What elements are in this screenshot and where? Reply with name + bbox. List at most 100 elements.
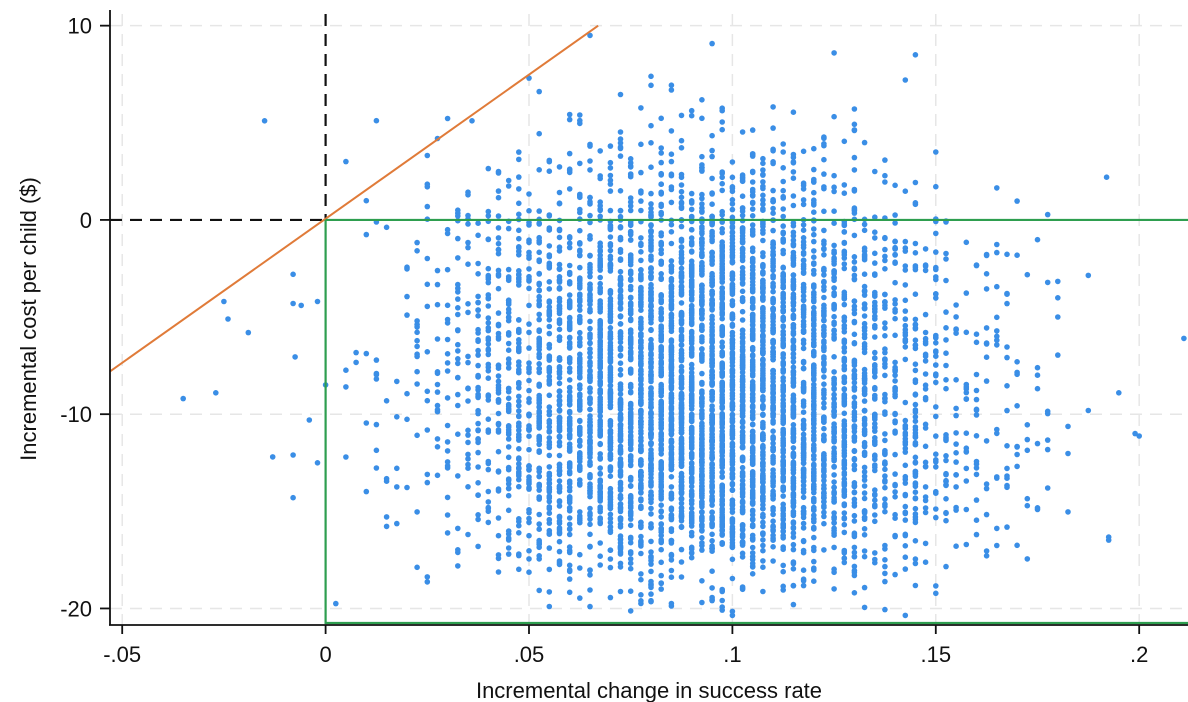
data-point	[699, 487, 705, 494]
data-point	[933, 514, 939, 521]
data-point	[912, 459, 919, 466]
data-point	[607, 367, 614, 373]
data-point	[811, 468, 817, 475]
data-point	[1024, 436, 1031, 443]
data-point	[912, 538, 919, 544]
data-point	[485, 295, 492, 302]
data-point	[892, 387, 898, 393]
data-point	[587, 446, 593, 452]
data-point	[872, 313, 878, 320]
data-point	[577, 565, 583, 571]
data-point	[800, 417, 807, 424]
data-point	[475, 220, 481, 226]
data-point	[770, 148, 776, 154]
data-points	[180, 32, 1187, 619]
data-point	[821, 272, 827, 278]
data-point	[841, 138, 848, 145]
data-point	[861, 443, 868, 450]
data-point	[658, 484, 664, 490]
data-point	[699, 351, 705, 357]
data-point	[739, 403, 746, 410]
data-point	[912, 337, 919, 344]
data-point	[882, 508, 888, 515]
data-point	[485, 347, 492, 354]
data-point	[841, 486, 848, 493]
data-point	[668, 151, 675, 157]
data-point	[577, 451, 583, 457]
data-point	[994, 333, 1000, 340]
data-point	[424, 574, 431, 580]
data-point	[668, 240, 675, 247]
data-point	[658, 310, 664, 317]
data-point	[882, 451, 888, 458]
data-point	[526, 548, 532, 554]
data-point	[658, 250, 664, 257]
data-point	[688, 544, 695, 551]
data-point	[749, 127, 756, 133]
data-point	[861, 532, 868, 538]
data-point	[566, 369, 573, 375]
data-point	[536, 369, 542, 376]
data-point	[719, 244, 725, 250]
data-point	[414, 381, 420, 387]
data-point	[678, 182, 685, 188]
data-point	[607, 347, 614, 354]
data-point	[739, 376, 746, 382]
data-point	[444, 422, 451, 429]
data-point	[943, 377, 949, 383]
data-point	[475, 338, 481, 345]
data-point	[526, 191, 532, 197]
data-point	[678, 223, 685, 230]
data-point	[678, 259, 685, 265]
data-point	[607, 172, 614, 179]
data-point	[1034, 372, 1041, 379]
data-point	[526, 515, 532, 522]
data-point	[709, 546, 715, 552]
data-point	[465, 451, 471, 458]
data-point	[892, 393, 898, 400]
data-point	[638, 207, 644, 214]
data-point	[770, 473, 776, 480]
data-point	[658, 346, 664, 353]
data-point	[516, 446, 522, 452]
data-point	[912, 240, 919, 247]
data-point	[546, 545, 553, 551]
data-point	[566, 169, 573, 176]
data-point	[516, 149, 522, 155]
data-point	[699, 201, 705, 207]
data-point	[566, 299, 573, 305]
data-point	[444, 439, 451, 445]
data-point	[455, 289, 461, 295]
data-point	[892, 279, 898, 286]
data-point	[790, 295, 797, 301]
data-point	[577, 418, 583, 425]
data-point	[739, 327, 746, 334]
data-point	[678, 400, 685, 406]
data-point	[851, 154, 858, 161]
data-point	[597, 562, 603, 568]
data-point	[465, 456, 471, 462]
data-point	[831, 520, 837, 526]
data-point	[821, 360, 827, 367]
data-point	[658, 532, 664, 539]
data-point	[566, 377, 573, 383]
data-point	[556, 503, 563, 509]
data-point	[902, 399, 909, 406]
data-point	[902, 282, 909, 288]
data-point	[953, 412, 959, 419]
data-point	[607, 529, 614, 536]
data-point	[668, 484, 675, 490]
data-point	[821, 367, 827, 373]
data-point	[800, 284, 807, 291]
data-point	[434, 336, 441, 342]
data-point	[485, 416, 492, 423]
data-point	[678, 392, 685, 399]
data-point	[516, 516, 522, 522]
data-point	[678, 205, 685, 212]
data-point	[790, 330, 797, 337]
data-point	[851, 272, 858, 279]
data-point	[587, 521, 593, 528]
data-point	[872, 229, 878, 235]
data-point	[729, 214, 736, 221]
data-point	[861, 376, 868, 383]
